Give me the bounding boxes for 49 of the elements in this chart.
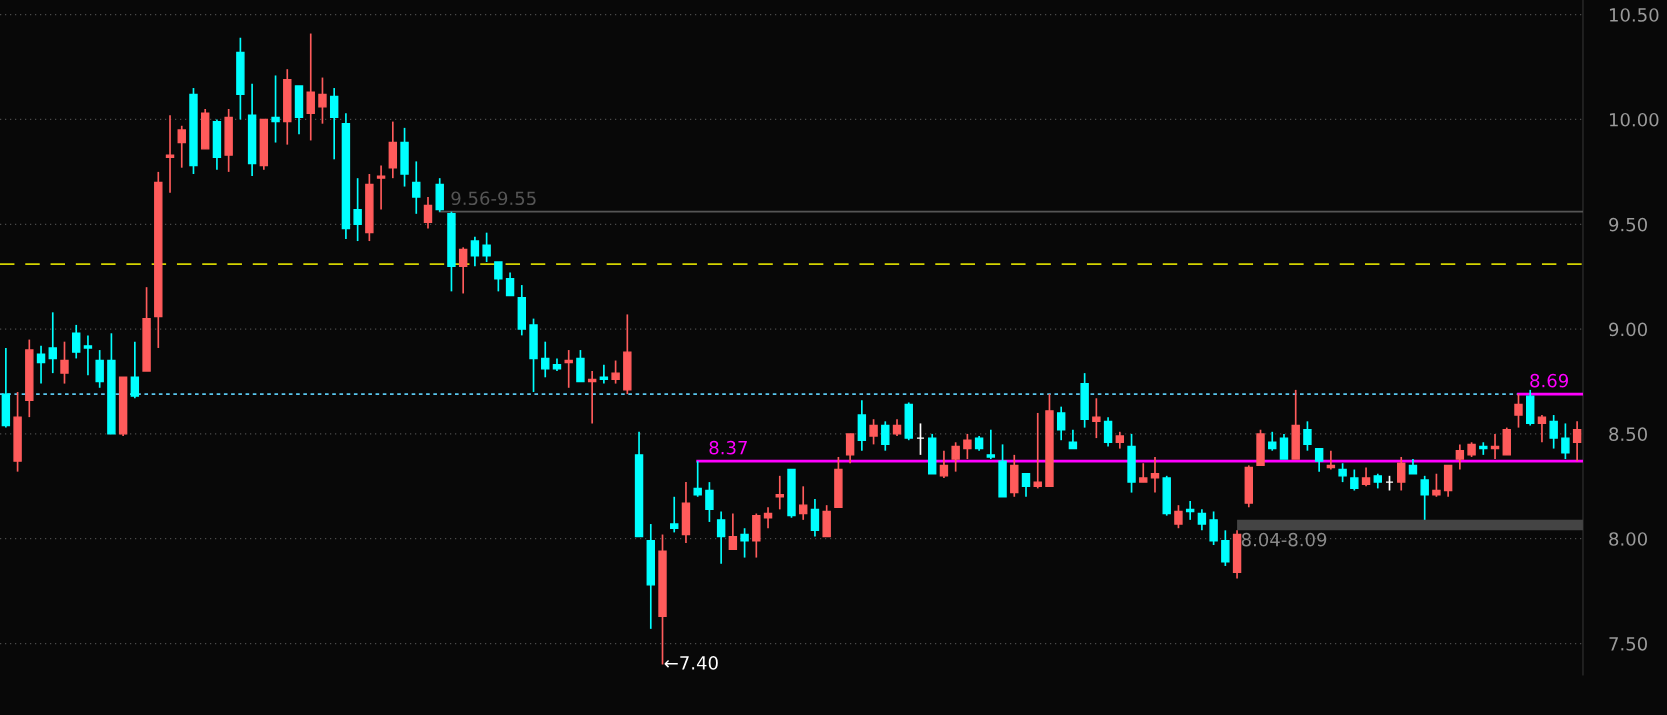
candlestick xyxy=(236,36,245,121)
candlestick xyxy=(963,433,972,460)
y-tick-label: 8.00 xyxy=(1609,532,1647,546)
candlestick xyxy=(1514,393,1523,429)
candlestick xyxy=(1174,504,1183,530)
ref-line-label: 9.56-9.55 xyxy=(451,191,536,206)
candlestick xyxy=(1092,397,1101,439)
candlestick xyxy=(1127,433,1136,494)
candlestick xyxy=(529,317,538,393)
candlestick xyxy=(400,127,409,188)
candlestick xyxy=(1256,428,1265,467)
y-tick-label: 7.50 xyxy=(1609,636,1647,651)
candlestick xyxy=(13,391,22,473)
candlestick xyxy=(951,441,960,473)
candlestick xyxy=(1221,529,1230,567)
candlestick xyxy=(1080,372,1089,429)
candlestick xyxy=(1045,393,1054,488)
candlestick xyxy=(1561,422,1570,460)
candlestick xyxy=(482,231,491,263)
candlestick xyxy=(365,173,374,242)
candlestick xyxy=(998,443,1007,498)
candlestick xyxy=(318,76,327,125)
candlestick xyxy=(705,481,714,523)
annotation: ←7.40 xyxy=(664,656,718,670)
candlestick xyxy=(869,418,878,446)
y-tick-label: 9.50 xyxy=(1609,217,1647,232)
candlestick xyxy=(494,261,503,293)
candlestick xyxy=(1338,462,1347,483)
candlestick xyxy=(576,349,585,383)
y-tick-label: 10.50 xyxy=(1609,8,1659,22)
candlestick xyxy=(224,108,233,173)
candlestick xyxy=(60,340,69,385)
candlestick xyxy=(142,286,151,372)
y-tick-label: 9.00 xyxy=(1609,322,1647,337)
ref-line-label: 8.69 xyxy=(1530,373,1568,388)
candlestick xyxy=(447,210,456,293)
candlestick xyxy=(189,87,198,175)
candlestick xyxy=(787,468,796,519)
y-tick-label: 8.50 xyxy=(1609,427,1647,442)
candlestick xyxy=(353,177,362,242)
ref-line-label: 8.37 xyxy=(709,440,747,455)
candlestick xyxy=(1303,420,1312,452)
y-tick-label: 10.00 xyxy=(1609,112,1659,127)
candlestick xyxy=(107,332,116,435)
candlestick xyxy=(1209,510,1218,546)
candlestick xyxy=(834,456,843,509)
band-label: 8.04-8.09 xyxy=(1241,532,1327,547)
candlestick xyxy=(740,527,749,559)
candlestick xyxy=(611,359,620,385)
